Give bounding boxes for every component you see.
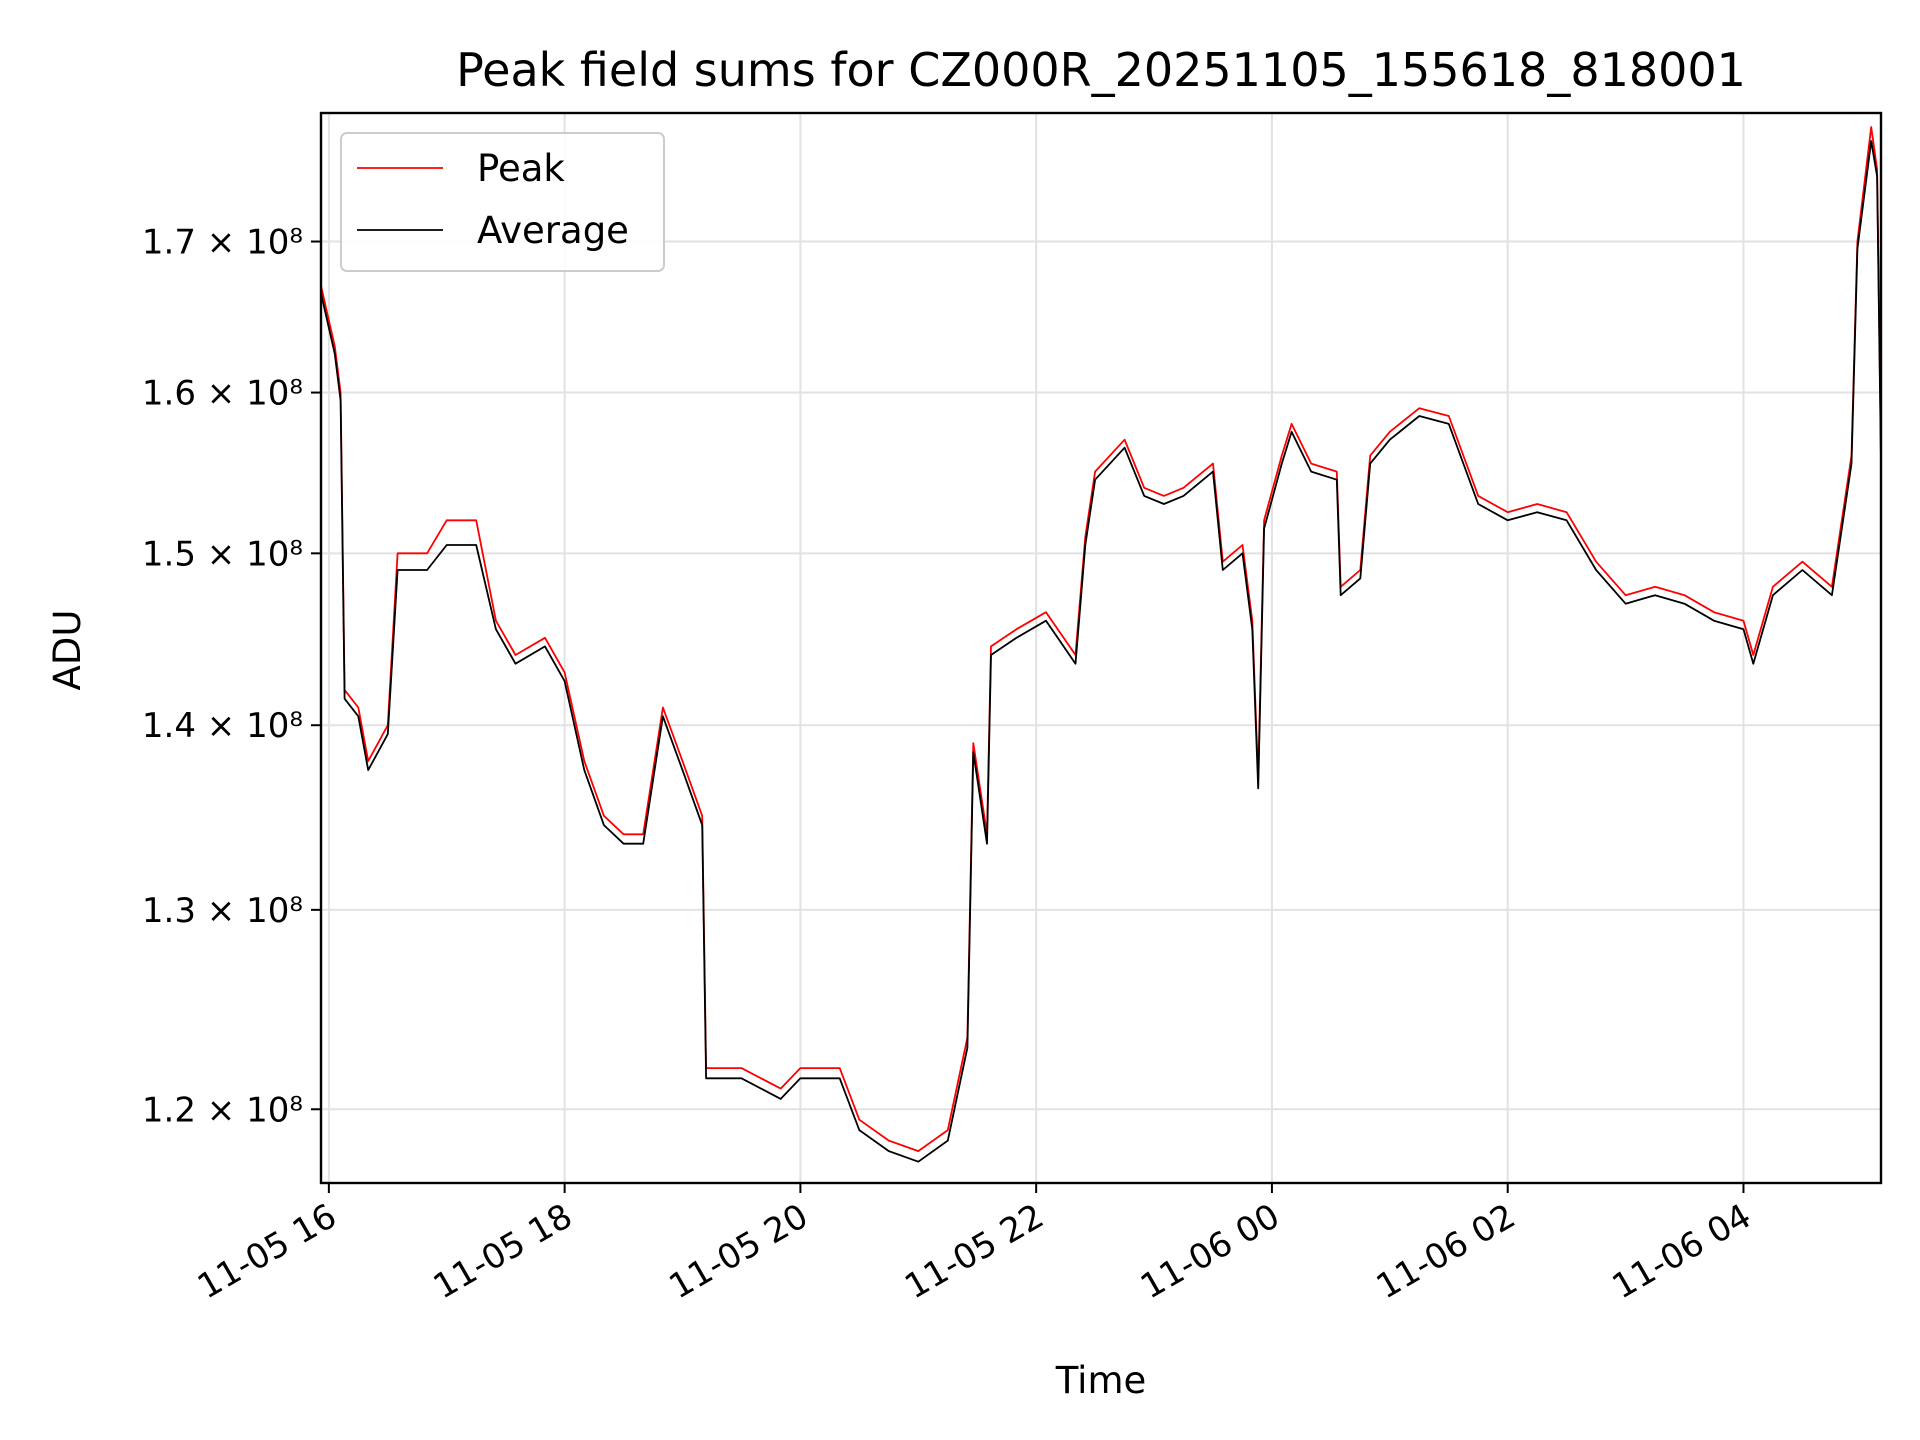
series-lines <box>320 126 1882 1163</box>
y-tick-label: 1.7 × 10⁸ <box>142 223 303 263</box>
y-axis: 1.2 × 10⁸ 1.3 × 10⁸ 1.4 × 10⁸ 1.5 × 10⁸ 1.6 … <box>142 223 321 1130</box>
x-tick-label: 11-05 20 <box>663 1196 815 1307</box>
y-tick-label: 1.3 × 10⁸ <box>142 891 303 931</box>
x-tick-label: 11-05 18 <box>427 1196 579 1307</box>
legend-label-average: Average <box>477 209 629 252</box>
y-tick-label: 1.4 × 10⁸ <box>142 706 303 746</box>
series-line-average <box>320 140 1882 1163</box>
plot-frame <box>319 111 1883 1185</box>
x-tick-label: 11-06 02 <box>1370 1196 1522 1307</box>
x-tick-label: 11-06 04 <box>1606 1196 1758 1307</box>
x-tick-label: 11-05 22 <box>898 1196 1050 1307</box>
y-axis-label: ADU <box>46 610 89 691</box>
x-axis: 11-05 16 11-05 18 11-05 20 11-05 22 11-06 00… <box>191 1183 1758 1307</box>
x-tick-label: 11-06 00 <box>1134 1196 1286 1307</box>
y-tick-label: 1.2 × 10⁸ <box>142 1090 303 1130</box>
y-tick-label: 1.5 × 10⁸ <box>142 534 303 574</box>
x-axis-label: Time <box>1055 1359 1147 1402</box>
legend-label-peak: Peak <box>477 147 565 190</box>
series-line-peak <box>320 126 1882 1152</box>
grid-lines <box>321 113 1881 1183</box>
y-tick-label: 1.6 × 10⁸ <box>142 374 303 414</box>
legend: Peak Average <box>340 132 665 272</box>
chart-title: Peak field sums for CZ000R_20251105_1556… <box>456 43 1746 97</box>
x-tick-label: 11-05 16 <box>191 1196 343 1307</box>
